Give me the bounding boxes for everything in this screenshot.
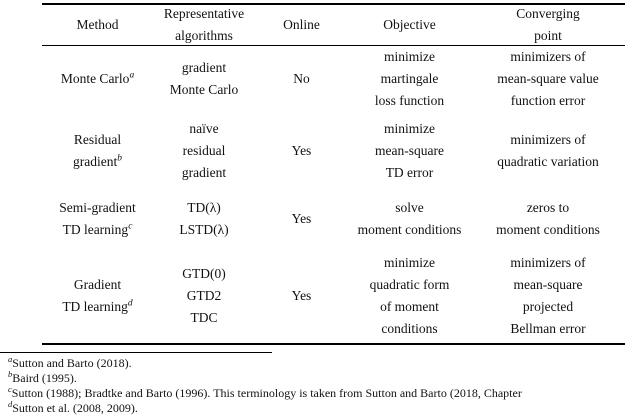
method-text: Residual gradient xyxy=(73,132,122,170)
table-row-residual-gradient: Residual gradientb naïve residual gradie… xyxy=(42,112,625,190)
header-rule xyxy=(42,45,625,47)
footnotes-block: aSutton and Barto (2018). bBaird (1995).… xyxy=(0,352,640,416)
cell-converging-point: minimizers of quadratic variation xyxy=(497,132,599,170)
cell-method: Monte Carloa xyxy=(42,68,153,90)
header-method: Method xyxy=(76,17,119,32)
cell-objective: minimize martingale loss function xyxy=(374,49,445,109)
footnote-marker: a xyxy=(8,356,13,364)
table-row-semi-gradient-td: Semi-gradient TD learningc TD(λ) LSTD(λ)… xyxy=(42,190,625,248)
methods-comparison-table: Method Representative algorithms Online … xyxy=(42,3,625,346)
method-text: Gradient TD learning xyxy=(62,276,128,314)
cell-algorithms: GTD(0) GTD2 TDC xyxy=(182,265,226,325)
footnote-d: dSutton et al. (2008, 2009). xyxy=(0,401,640,416)
header-online: Online xyxy=(283,17,320,32)
cell-method: Residual gradientb xyxy=(42,129,153,173)
footnote-text: Baird (1995). xyxy=(12,371,77,385)
table-row-monte-carlo: Monte Carloa gradient Monte Carlo No min… xyxy=(42,46,625,112)
header-objective: Objective xyxy=(383,17,436,32)
footnote-marker: c xyxy=(128,221,133,232)
cell-algorithms: TD(λ) LSTD(λ) xyxy=(179,200,229,238)
cell-algorithms: naïve residual gradient xyxy=(181,121,227,181)
footnote-text: Sutton et al. (2008, 2009). xyxy=(12,401,138,415)
cell-converging-point: minimizers of mean-square value function… xyxy=(497,49,599,109)
header-converging-point: Converging point xyxy=(516,6,580,43)
cell-algorithms: gradient Monte Carlo xyxy=(169,60,239,98)
cell-method: Gradient TD learningd xyxy=(42,274,153,318)
footnote-marker: d xyxy=(8,401,13,409)
footnote-rule xyxy=(0,352,272,353)
cell-online: Yes xyxy=(291,211,312,227)
cell-method: Semi-gradient TD learningc xyxy=(42,197,153,241)
footnote-marker: a xyxy=(129,70,135,81)
footnote-marker: c xyxy=(8,386,12,394)
method-text: Semi-gradient TD learning xyxy=(59,200,136,238)
footnote-marker: b xyxy=(117,153,122,164)
method-text: Monte Carlo xyxy=(60,71,130,87)
header-representative-algorithms: Representative algorithms xyxy=(163,6,245,43)
cell-online: Yes xyxy=(291,143,312,159)
cell-online: Yes xyxy=(291,287,312,303)
footnote-text: Sutton and Barto (2018). xyxy=(12,356,132,370)
footnote-a: aSutton and Barto (2018). xyxy=(0,356,640,371)
table-header-row: Method Representative algorithms Online … xyxy=(42,5,625,45)
cell-converging-point: zeros to moment conditions xyxy=(496,200,600,238)
top-rule xyxy=(42,3,625,5)
cell-objective: minimize mean-square TD error xyxy=(375,121,444,181)
table-row-gradient-td: Gradient TD learningd GTD(0) GTD2 TDC Ye… xyxy=(42,248,625,343)
cell-objective: minimize quadratic form of moment condit… xyxy=(369,254,450,336)
footnote-text: Sutton (1988); Bradtke and Barto (1996).… xyxy=(11,386,522,400)
footnote-c: cSutton (1988); Bradtke and Barto (1996)… xyxy=(0,386,640,401)
cell-objective: solve moment conditions xyxy=(357,200,462,238)
bottom-rule xyxy=(42,343,625,346)
footnote-marker: d xyxy=(127,298,133,309)
cell-converging-point: minimizers of mean-square projected Bell… xyxy=(510,254,586,336)
footnote-marker: b xyxy=(8,371,13,379)
footnote-b: bBaird (1995). xyxy=(0,371,640,386)
cell-online: No xyxy=(293,71,310,87)
